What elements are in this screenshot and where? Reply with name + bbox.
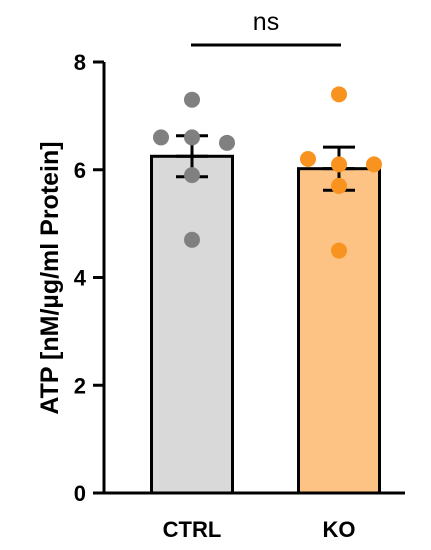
y-tick-label: 2 bbox=[74, 373, 86, 398]
bar-ko bbox=[297, 167, 381, 495]
y-axis-label: ATP [nM/µg/ml Protein] bbox=[36, 141, 64, 414]
data-point-ctrl bbox=[184, 91, 200, 108]
data-point-ko bbox=[331, 242, 347, 259]
data-points-layer bbox=[153, 86, 382, 259]
data-point-ko bbox=[331, 156, 347, 173]
bar-ctrl bbox=[150, 154, 234, 495]
y-tick-label: 4 bbox=[74, 266, 87, 291]
x-ticks: CTRL KO bbox=[163, 517, 356, 542]
data-point-ctrl bbox=[184, 167, 200, 184]
y-tick-label: 0 bbox=[74, 481, 86, 506]
y-tick-label: 8 bbox=[74, 50, 86, 75]
y-tick-label: 6 bbox=[74, 158, 86, 183]
data-point-ctrl bbox=[184, 129, 200, 146]
y-ticks: 0 2 4 6 8 bbox=[74, 50, 104, 506]
data-point-ctrl bbox=[184, 231, 200, 248]
significance-label: ns bbox=[253, 8, 279, 36]
data-point-ctrl bbox=[153, 129, 169, 146]
data-point-ko bbox=[366, 156, 382, 173]
data-point-ko bbox=[331, 177, 347, 194]
x-tick-label-ctrl: CTRL bbox=[163, 517, 222, 542]
x-tick-label-ko: KO bbox=[323, 517, 356, 542]
data-point-ctrl bbox=[219, 134, 235, 151]
data-point-ko bbox=[331, 86, 347, 103]
bars-layer bbox=[150, 154, 381, 495]
data-point-ko bbox=[300, 150, 316, 167]
